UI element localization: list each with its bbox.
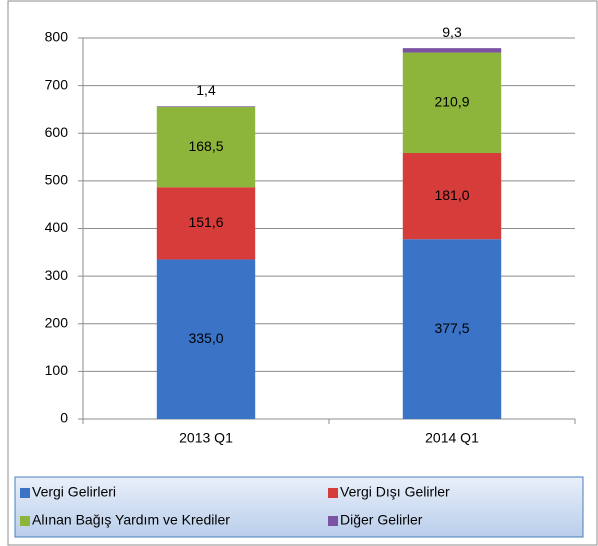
data-label: 210,9 bbox=[434, 93, 469, 109]
chart-frame bbox=[7, 0, 598, 546]
y-tick-label: 300 bbox=[45, 267, 69, 283]
bar-segment bbox=[402, 48, 502, 53]
legend-label: Vergi Dışı Gelirler bbox=[340, 484, 450, 500]
y-tick-label: 600 bbox=[45, 124, 69, 140]
legend-swatch bbox=[328, 516, 338, 526]
y-tick-label: 100 bbox=[45, 362, 69, 378]
bar-segment bbox=[402, 239, 502, 419]
y-tick-label: 200 bbox=[45, 314, 69, 330]
data-label: 181,0 bbox=[434, 187, 469, 203]
bar-segment bbox=[402, 153, 502, 240]
legend-label: Alınan Bağış Yardım ve Krediler bbox=[32, 512, 230, 528]
bar-segment bbox=[156, 187, 256, 260]
legend-box bbox=[14, 476, 584, 538]
x-tick-label: 2013 Q1 bbox=[179, 430, 233, 446]
legend-label: Diğer Gelirler bbox=[340, 512, 423, 528]
bar-segment bbox=[156, 106, 256, 108]
data-label: 1,4 bbox=[196, 82, 216, 98]
legend-swatch bbox=[328, 488, 338, 498]
legend-label: Vergi Gelirleri bbox=[32, 484, 116, 500]
bar-segment bbox=[156, 107, 256, 188]
x-tick-label: 2014 Q1 bbox=[425, 430, 479, 446]
y-tick-label: 0 bbox=[60, 410, 68, 426]
y-tick-label: 700 bbox=[45, 76, 69, 92]
bar-segment bbox=[402, 52, 502, 154]
y-tick-label: 500 bbox=[45, 172, 69, 188]
data-label: 168,5 bbox=[188, 138, 223, 154]
data-label: 151,6 bbox=[188, 214, 223, 230]
legend-swatch bbox=[20, 516, 30, 526]
data-label: 9,3 bbox=[442, 24, 462, 40]
data-label: 377,5 bbox=[434, 320, 469, 336]
y-tick-label: 400 bbox=[45, 219, 69, 235]
data-label: 335,0 bbox=[188, 330, 223, 346]
bar-segment bbox=[156, 259, 256, 419]
y-tick-label: 800 bbox=[45, 29, 69, 45]
legend-swatch bbox=[20, 488, 30, 498]
